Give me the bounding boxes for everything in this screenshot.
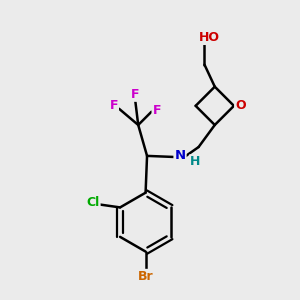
Text: HO: HO xyxy=(198,31,219,44)
Text: F: F xyxy=(152,104,161,117)
Text: O: O xyxy=(235,99,246,112)
Text: H: H xyxy=(190,155,200,168)
Text: Br: Br xyxy=(138,270,153,283)
Text: N: N xyxy=(175,149,186,162)
Text: F: F xyxy=(131,88,140,101)
Text: Cl: Cl xyxy=(86,196,100,209)
Text: F: F xyxy=(110,99,118,112)
